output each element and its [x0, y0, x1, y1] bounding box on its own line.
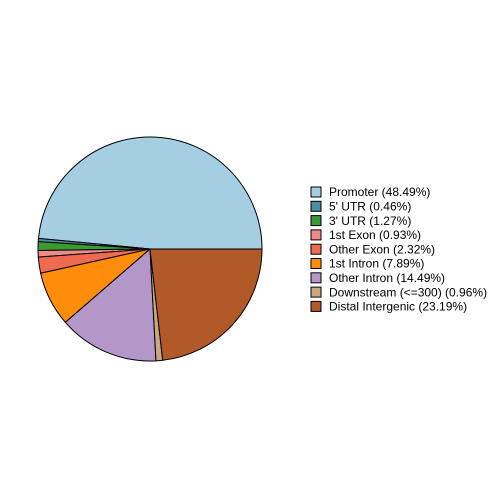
pie-slice — [64, 247, 157, 362]
pie-slice — [149, 248, 263, 361]
legend-label: Downstream (<=300) (0.96%) — [329, 285, 487, 299]
legend-label: 3' UTR (1.27%) — [329, 214, 411, 228]
legend-swatch — [310, 215, 322, 227]
legend-swatch — [310, 300, 322, 312]
legend-label: 1st Exon (0.93%) — [329, 228, 421, 242]
legend-label: Distal Intergenic (23.19%) — [329, 300, 467, 314]
legend-swatch — [310, 243, 322, 255]
legend-label: Other Intron (14.49%) — [329, 271, 445, 285]
legend-label: Other Exon (2.32%) — [329, 242, 435, 256]
legend-label: Promoter (48.49%) — [329, 185, 430, 199]
legend-swatch — [310, 229, 322, 241]
legend-label: 5' UTR (0.46%) — [329, 199, 411, 213]
legend-swatch — [310, 200, 322, 212]
pie-slice — [37, 136, 263, 250]
legend-swatch — [310, 258, 322, 269]
legend-swatch — [310, 286, 322, 298]
legend-swatch — [310, 186, 322, 198]
legend-label: 1st Intron (7.89%) — [329, 257, 424, 271]
legend-swatch — [310, 272, 322, 284]
